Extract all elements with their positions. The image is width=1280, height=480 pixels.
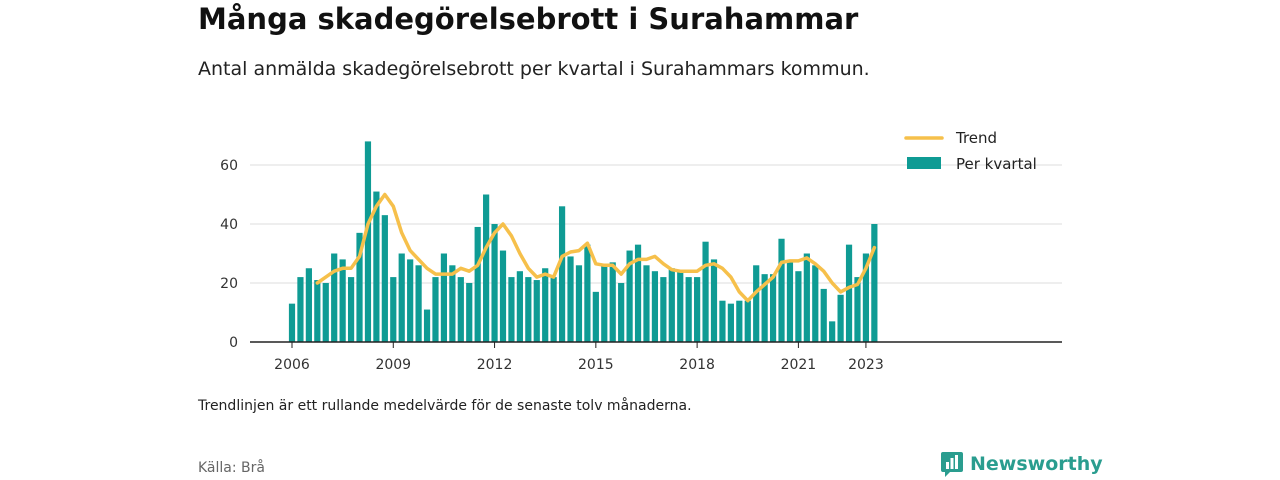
- bar: [516, 271, 523, 342]
- bar: [356, 232, 363, 342]
- bar: [854, 277, 861, 342]
- grid-lines: [250, 164, 1062, 284]
- trend-line: [315, 192, 877, 303]
- bar: [592, 291, 599, 342]
- bar: [634, 244, 642, 342]
- bar: [558, 206, 566, 342]
- y-tick-label: 20: [220, 276, 238, 292]
- chart-subtitle: Antal anmälda skadegörelsebrott per kvar…: [198, 58, 870, 80]
- bar: [795, 271, 802, 342]
- chart-area: 0 20 40 60 2006 2009 2012 2015 2018 2021 2023 Tre…: [220, 129, 1062, 373]
- bar-series: [288, 141, 878, 342]
- bar: [339, 259, 346, 342]
- bar: [584, 244, 591, 342]
- bar: [550, 277, 557, 342]
- bar: [575, 265, 583, 342]
- bar: [871, 224, 878, 342]
- brand-logo: Newsworthy: [940, 450, 1103, 478]
- bar: [449, 265, 456, 342]
- bar: [643, 265, 650, 342]
- bar: [626, 250, 633, 342]
- bar: [542, 268, 549, 342]
- bar: [694, 277, 701, 342]
- bar: [381, 215, 388, 342]
- bar: [373, 191, 380, 342]
- bar: [347, 277, 355, 342]
- bar: [601, 265, 608, 342]
- bar: [778, 238, 785, 342]
- bar: [651, 271, 659, 342]
- bar: [769, 274, 777, 342]
- bar: [466, 283, 473, 342]
- bar: [440, 253, 448, 342]
- bar: [567, 256, 574, 342]
- source-label: Källa: Brå: [198, 460, 265, 476]
- bar: [820, 288, 827, 342]
- x-tick-label: 2018: [679, 357, 715, 373]
- x-tick-label: 2009: [375, 357, 411, 373]
- bar: [677, 271, 684, 342]
- bar: [499, 250, 507, 342]
- bar: [508, 277, 515, 342]
- bar: [390, 277, 397, 342]
- bar: [609, 262, 616, 342]
- bar: [803, 253, 810, 342]
- x-tick-label: 2012: [477, 357, 513, 373]
- bar: [491, 224, 498, 342]
- chart-title: Många skadegörelsebrott i Surahammar: [198, 2, 859, 36]
- bar: [719, 300, 726, 342]
- bar: [761, 274, 768, 342]
- bar: [331, 253, 338, 342]
- newsworthy-logo-icon: [941, 452, 963, 477]
- x-tick-label: 2006: [274, 357, 310, 373]
- x-tick-label: 2015: [578, 357, 614, 373]
- bar: [727, 303, 734, 342]
- chart-note: Trendlinjen är ett rullande medelvärde f…: [198, 398, 692, 414]
- bar: [398, 253, 405, 342]
- bar: [786, 262, 794, 342]
- bar: [457, 277, 464, 342]
- bar: [432, 277, 439, 342]
- bar: [845, 244, 853, 342]
- y-axis: 0 20 40 60: [220, 158, 238, 351]
- bar: [288, 303, 296, 342]
- bar: [685, 277, 692, 342]
- bar: [474, 226, 481, 342]
- bar: [525, 277, 532, 342]
- bar: [314, 280, 321, 342]
- bar: [618, 283, 625, 342]
- bar: [660, 277, 667, 342]
- bar: [407, 259, 414, 342]
- bar: [305, 268, 312, 342]
- legend-bar-label: Per kvartal: [956, 155, 1037, 173]
- x-tick-label: 2023: [848, 357, 884, 373]
- bar: [753, 265, 760, 342]
- bar: [829, 321, 836, 342]
- y-tick-label: 60: [220, 158, 238, 174]
- y-tick-label: 40: [220, 217, 238, 233]
- bar: [837, 294, 844, 342]
- bar: [702, 241, 709, 342]
- bar: [710, 259, 718, 342]
- bar: [364, 141, 372, 342]
- bar: [744, 300, 751, 342]
- bar: [322, 283, 329, 342]
- bar: [533, 280, 540, 342]
- brand-name: Newsworthy: [970, 453, 1103, 475]
- x-axis: 2006 2009 2012 2015 2018 2021 2023: [274, 342, 884, 373]
- legend: Trend Per kvartal: [904, 129, 1037, 173]
- bar: [483, 194, 490, 342]
- bar: [862, 253, 870, 342]
- bar: [736, 300, 743, 342]
- legend-trend-label: Trend: [955, 129, 997, 147]
- bar: [812, 265, 819, 342]
- bar: [423, 309, 431, 342]
- x-tick-label: 2021: [781, 357, 817, 373]
- bar: [297, 277, 304, 342]
- y-tick-label: 0: [229, 335, 238, 351]
- legend-bar-swatch: [907, 157, 941, 169]
- bar: [668, 268, 675, 342]
- bar: [415, 265, 422, 342]
